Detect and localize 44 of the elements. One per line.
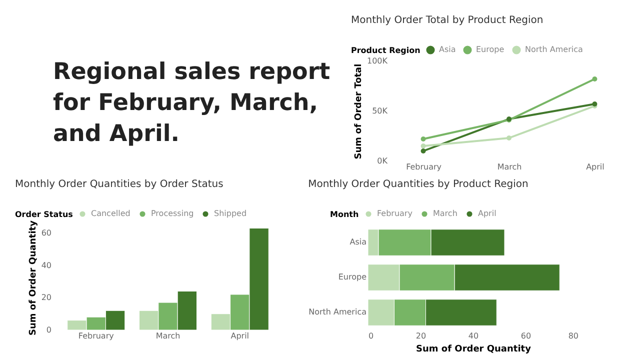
x-tick-label: 40 <box>468 332 479 340</box>
legend-label: North America <box>525 44 584 54</box>
y-tick-label: 50K <box>372 106 388 116</box>
x-tick-label: February <box>78 332 114 340</box>
legend-title: Month <box>330 210 359 219</box>
legend-label: Europe <box>476 44 504 54</box>
x-tick-label: 60 <box>520 332 532 340</box>
legend-title: Product Region <box>351 46 421 55</box>
x-tick-label: April <box>586 162 604 172</box>
chart-title: Monthly Order Quantities by Order Status <box>15 179 224 190</box>
x-tick-label: March <box>156 332 180 340</box>
x-axis-title: Sum of Order Quantity <box>416 344 532 354</box>
point <box>420 144 426 148</box>
x-tick-label: February <box>406 162 442 172</box>
point <box>506 136 512 140</box>
y-tick-label: 20 <box>41 293 52 302</box>
y-tick-label: Europe <box>338 272 367 282</box>
chart-title: Monthly Order Total by Product Region <box>351 15 544 26</box>
x-tick-label: April <box>230 332 250 340</box>
legend-label: Processing <box>151 208 194 218</box>
y-tick-label: 0 <box>46 326 52 334</box>
point <box>592 76 598 82</box>
x-tick-label: 80 <box>568 332 578 340</box>
y-tick-label: 0K <box>377 156 388 166</box>
legend-label: February <box>377 208 413 218</box>
chart-title: Monthly Order Quantities by Product Region <box>308 179 528 190</box>
y-axis-title: Sum of Order Total <box>354 64 364 160</box>
y-tick-label: 60 <box>41 228 52 238</box>
legend-label: April <box>478 208 496 218</box>
y-tick-label: Asia <box>350 238 367 246</box>
text: Regional sales report for February, March, and April. <box>53 59 330 147</box>
y-tick-label: 40 <box>41 260 52 270</box>
x-tick-label: March <box>497 162 522 172</box>
point <box>420 148 426 154</box>
legend-title: Order Status <box>15 210 74 219</box>
legend-label: Cancelled <box>91 208 130 218</box>
y-tick-label: 100K <box>366 56 388 66</box>
y-tick-label: North America <box>308 308 367 316</box>
point <box>420 136 426 142</box>
legend-label: Shipped <box>214 208 247 218</box>
y-axis-title: Sum of Order Quantity <box>28 220 38 336</box>
legend-label: March <box>433 208 458 218</box>
legend-label: Asia <box>439 44 456 54</box>
x-tick-label: 20 <box>416 332 426 340</box>
